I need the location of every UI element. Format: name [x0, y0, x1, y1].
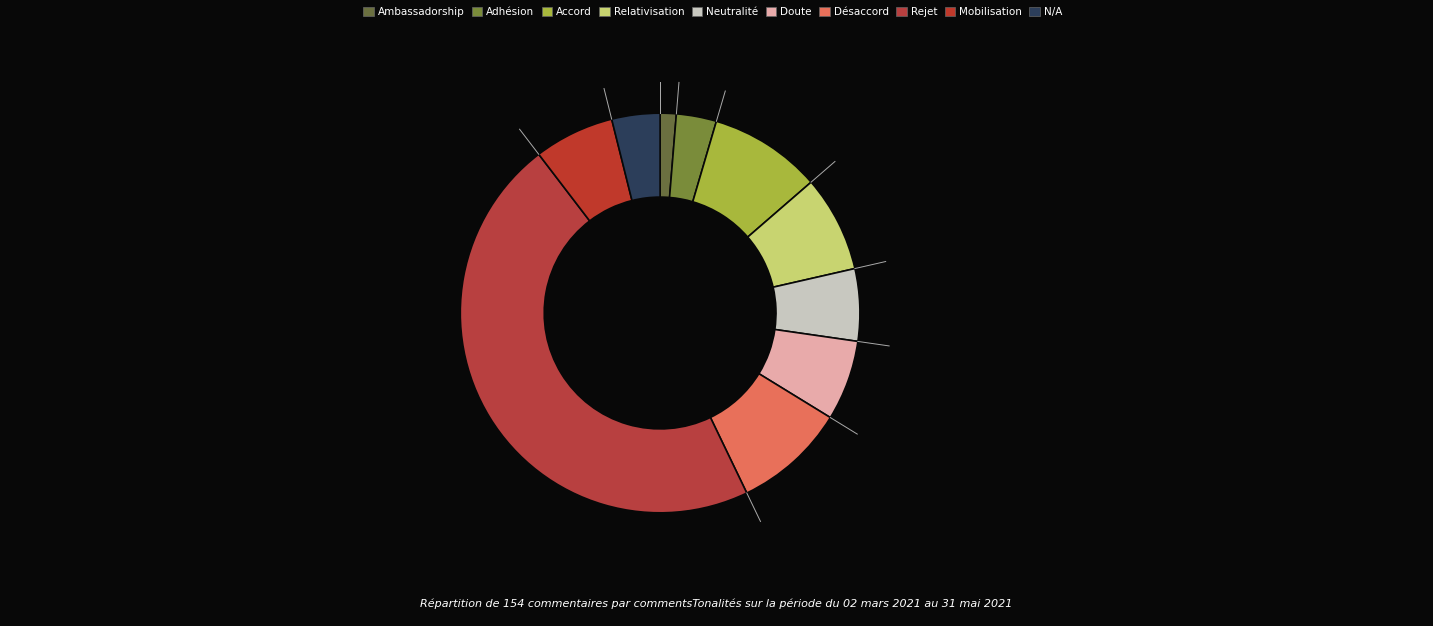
Wedge shape	[460, 154, 747, 513]
Wedge shape	[748, 182, 856, 287]
Text: Répartition de 154 commentaires par commentsTonalités sur la période du 02 mars : Répartition de 154 commentaires par comm…	[420, 599, 1013, 609]
Wedge shape	[539, 119, 632, 221]
Legend: Ambassadorship, Adhésion, Accord, Relativisation, Neutralité, Doute, Désaccord, : Ambassadorship, Adhésion, Accord, Relati…	[360, 3, 1066, 21]
Wedge shape	[612, 113, 661, 200]
Wedge shape	[661, 113, 676, 197]
Wedge shape	[759, 329, 858, 418]
Wedge shape	[692, 121, 811, 237]
Wedge shape	[772, 269, 860, 341]
Wedge shape	[711, 374, 830, 493]
Wedge shape	[669, 114, 716, 202]
